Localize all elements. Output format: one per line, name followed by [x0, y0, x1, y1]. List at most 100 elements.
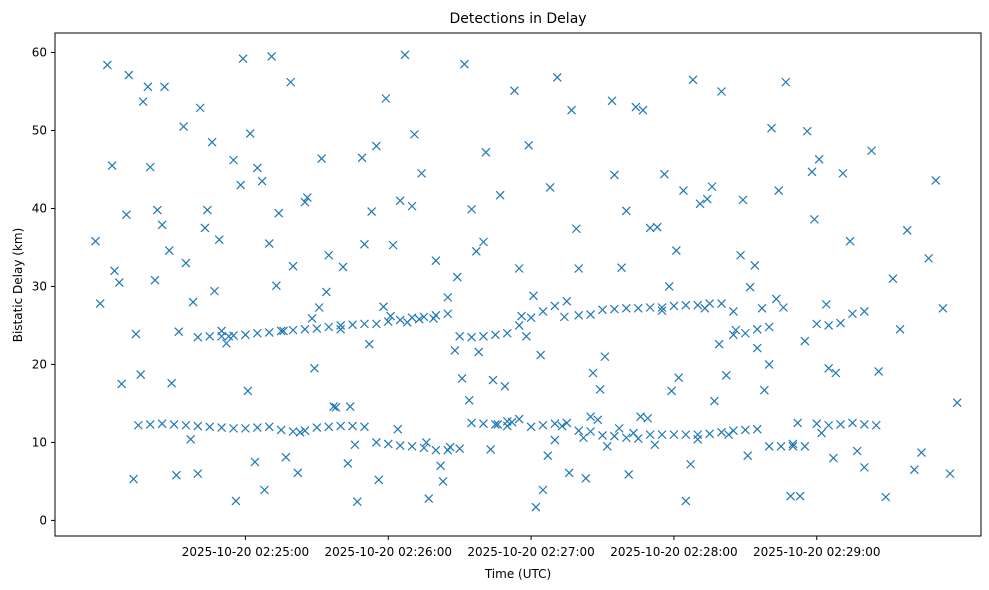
data-point	[179, 122, 188, 132]
data-point	[621, 303, 631, 313]
data-point	[229, 155, 238, 165]
data-point	[529, 291, 538, 301]
y-tick-label: 40	[32, 201, 47, 215]
data-point	[117, 379, 127, 389]
data-point	[521, 331, 531, 341]
data-point	[917, 448, 926, 457]
data-point	[586, 310, 596, 319]
data-point	[669, 430, 679, 440]
data-point	[381, 94, 391, 103]
data-point	[317, 154, 327, 163]
data-point	[621, 433, 631, 443]
data-point	[431, 256, 441, 266]
data-point	[714, 339, 724, 349]
data-point	[598, 305, 607, 315]
data-point	[186, 434, 196, 444]
data-point	[455, 331, 465, 341]
data-point	[181, 258, 191, 268]
data-point	[614, 423, 624, 433]
data-point	[395, 441, 405, 450]
data-point	[431, 445, 441, 455]
data-point	[945, 469, 955, 479]
data-point	[514, 264, 524, 273]
data-point	[371, 141, 381, 151]
data-point	[874, 367, 884, 376]
data-point	[91, 236, 100, 246]
data-point	[524, 140, 534, 150]
data-point	[793, 418, 803, 428]
data-point	[657, 306, 667, 316]
data-point	[479, 237, 488, 247]
data-point	[312, 324, 322, 333]
data-point	[550, 435, 560, 445]
data-point	[288, 261, 298, 271]
data-point	[360, 239, 369, 249]
data-point	[276, 326, 286, 336]
data-point	[388, 240, 398, 250]
data-point	[752, 424, 762, 434]
data-point	[731, 325, 741, 335]
data-point	[559, 312, 569, 322]
data-point	[343, 459, 353, 468]
data-point	[286, 77, 296, 87]
data-point	[638, 105, 648, 115]
data-point	[645, 303, 655, 312]
data-point	[764, 441, 774, 451]
data-point	[671, 246, 681, 256]
x-tick-label: 2025-10-20 02:29:00	[753, 545, 880, 559]
data-point	[579, 433, 588, 443]
data-point	[817, 428, 826, 438]
data-point	[688, 75, 698, 85]
data-point	[188, 297, 198, 307]
data-point	[138, 97, 148, 107]
data-point	[410, 129, 419, 139]
data-point	[300, 197, 310, 207]
data-point	[536, 350, 546, 360]
data-point	[348, 421, 357, 431]
data-point	[331, 402, 341, 412]
data-point	[807, 167, 817, 177]
data-point	[167, 378, 177, 388]
data-point	[488, 375, 498, 385]
data-point	[252, 423, 262, 433]
data-point	[207, 137, 217, 147]
data-point	[502, 421, 512, 431]
data-point	[321, 287, 331, 297]
data-point	[110, 266, 119, 276]
data-point	[350, 440, 360, 450]
data-point	[450, 345, 460, 355]
data-point	[774, 186, 784, 195]
data-point	[693, 434, 703, 444]
data-point	[474, 347, 484, 357]
data-point	[143, 82, 153, 92]
data-point	[102, 60, 112, 70]
data-point	[419, 443, 429, 453]
data-point	[538, 306, 548, 316]
data-point	[667, 386, 676, 396]
data-point	[471, 246, 481, 256]
y-tick-label: 20	[32, 357, 47, 371]
data-point	[467, 332, 477, 342]
data-point	[481, 147, 491, 157]
data-point	[500, 381, 510, 391]
data-point	[664, 282, 674, 291]
data-point	[145, 420, 155, 429]
data-point	[717, 427, 726, 437]
data-point	[681, 496, 691, 506]
data-point	[586, 427, 596, 436]
data-point	[562, 296, 572, 306]
data-point	[514, 414, 524, 424]
data-point	[429, 313, 438, 323]
data-point	[407, 201, 417, 211]
data-point	[214, 235, 224, 245]
data-point	[452, 272, 462, 282]
data-point	[395, 315, 405, 325]
data-point	[224, 331, 234, 341]
data-point	[210, 286, 219, 296]
data-point	[157, 419, 167, 429]
data-point	[588, 368, 598, 378]
data-point	[217, 423, 227, 433]
data-point	[324, 322, 334, 332]
data-point	[436, 461, 446, 471]
data-point	[909, 465, 919, 475]
